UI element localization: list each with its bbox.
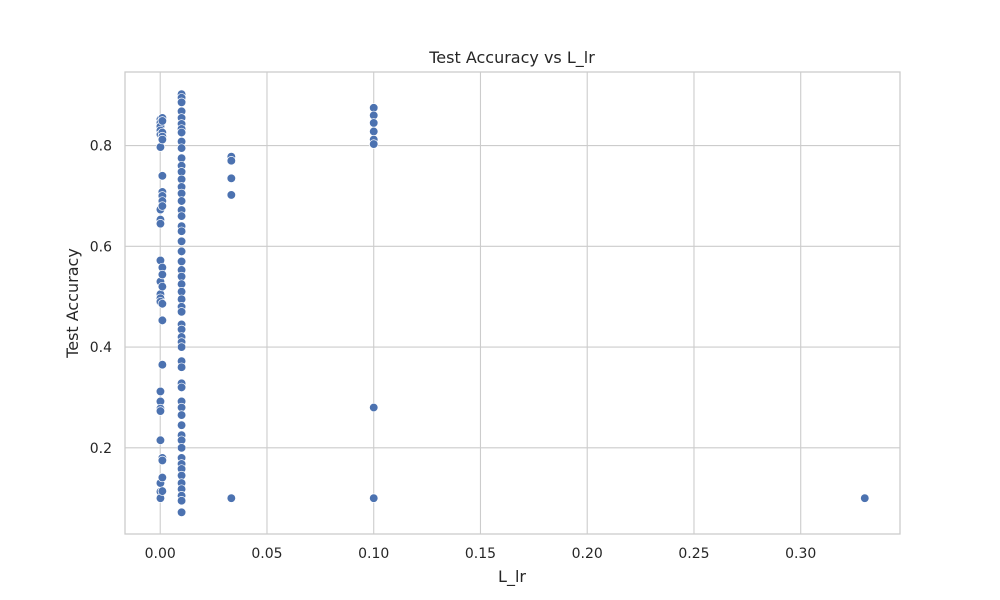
scatter-point [157,360,168,370]
scatter-points [155,89,870,517]
y-tick-labels: 0.2 0.4 0.6 0.8 [90,139,112,457]
scatter-point [155,386,166,397]
x-tick-label: 0.30 [785,546,816,562]
scatter-point [369,126,379,137]
y-tick-label: 0.4 [90,340,112,356]
x-gridlines [159,72,802,534]
x-tick-label: 0.00 [145,546,176,562]
scatter-point [157,472,168,483]
scatter-point [369,139,379,149]
scatter-point [157,299,168,309]
scatter-point [176,507,187,517]
scatter-point [157,116,168,126]
scatter-point [155,406,166,416]
scatter-point [176,362,187,372]
scatter-point [155,435,166,445]
scatter-point [176,443,187,453]
scatter-point [226,156,236,166]
scatter-point [176,410,187,420]
scatter-point [369,402,379,413]
plot-frame [124,71,901,535]
scatter-point [157,486,168,496]
x-tick-labels: 0.00 0.05 0.10 0.15 0.20 0.25 0.30 [145,546,817,562]
x-tick-label: 0.15 [465,546,496,562]
scatter-point [176,246,187,257]
scatter-point [157,171,168,181]
scatter-point [176,97,187,107]
scatter-point [157,281,168,292]
x-tick-label: 0.05 [251,546,282,562]
scatter-point [176,236,187,246]
scatter-point [176,382,187,393]
x-axis-label: L_lr [498,567,526,587]
scatter-point [157,455,168,466]
x-tick-label: 0.25 [678,546,709,562]
scatter-point [860,493,870,503]
scatter-point [176,196,187,206]
scatter-point [176,496,187,506]
scatter-point [157,134,168,145]
scatter-point [176,143,187,153]
scatter-point [155,142,166,152]
scatter-point [176,211,187,221]
scatter-point [157,315,168,326]
y-gridlines [125,145,900,449]
scatter-point [157,201,168,211]
scatter-point [176,256,187,267]
scatter-point [226,173,236,183]
scatter-point [226,190,236,200]
scatter-point [226,493,236,503]
chart-title: Test Accuracy vs L_lr [428,48,595,68]
scatter-point [176,226,187,236]
y-tick-label: 0.2 [90,441,112,457]
scatter-point [155,219,166,229]
x-tick-label: 0.20 [572,546,603,562]
scatter-point [176,420,187,430]
scatter-point [176,342,187,352]
y-tick-label: 0.8 [90,139,112,155]
scatter-point [176,127,187,138]
y-tick-label: 0.6 [90,239,112,255]
scatter-point [157,269,168,280]
y-axis-label: Test Accuracy [63,248,82,359]
scatter-point [369,118,379,128]
scatter-point [369,493,379,503]
scatter-point [176,307,187,317]
x-tick-label: 0.10 [358,546,389,562]
